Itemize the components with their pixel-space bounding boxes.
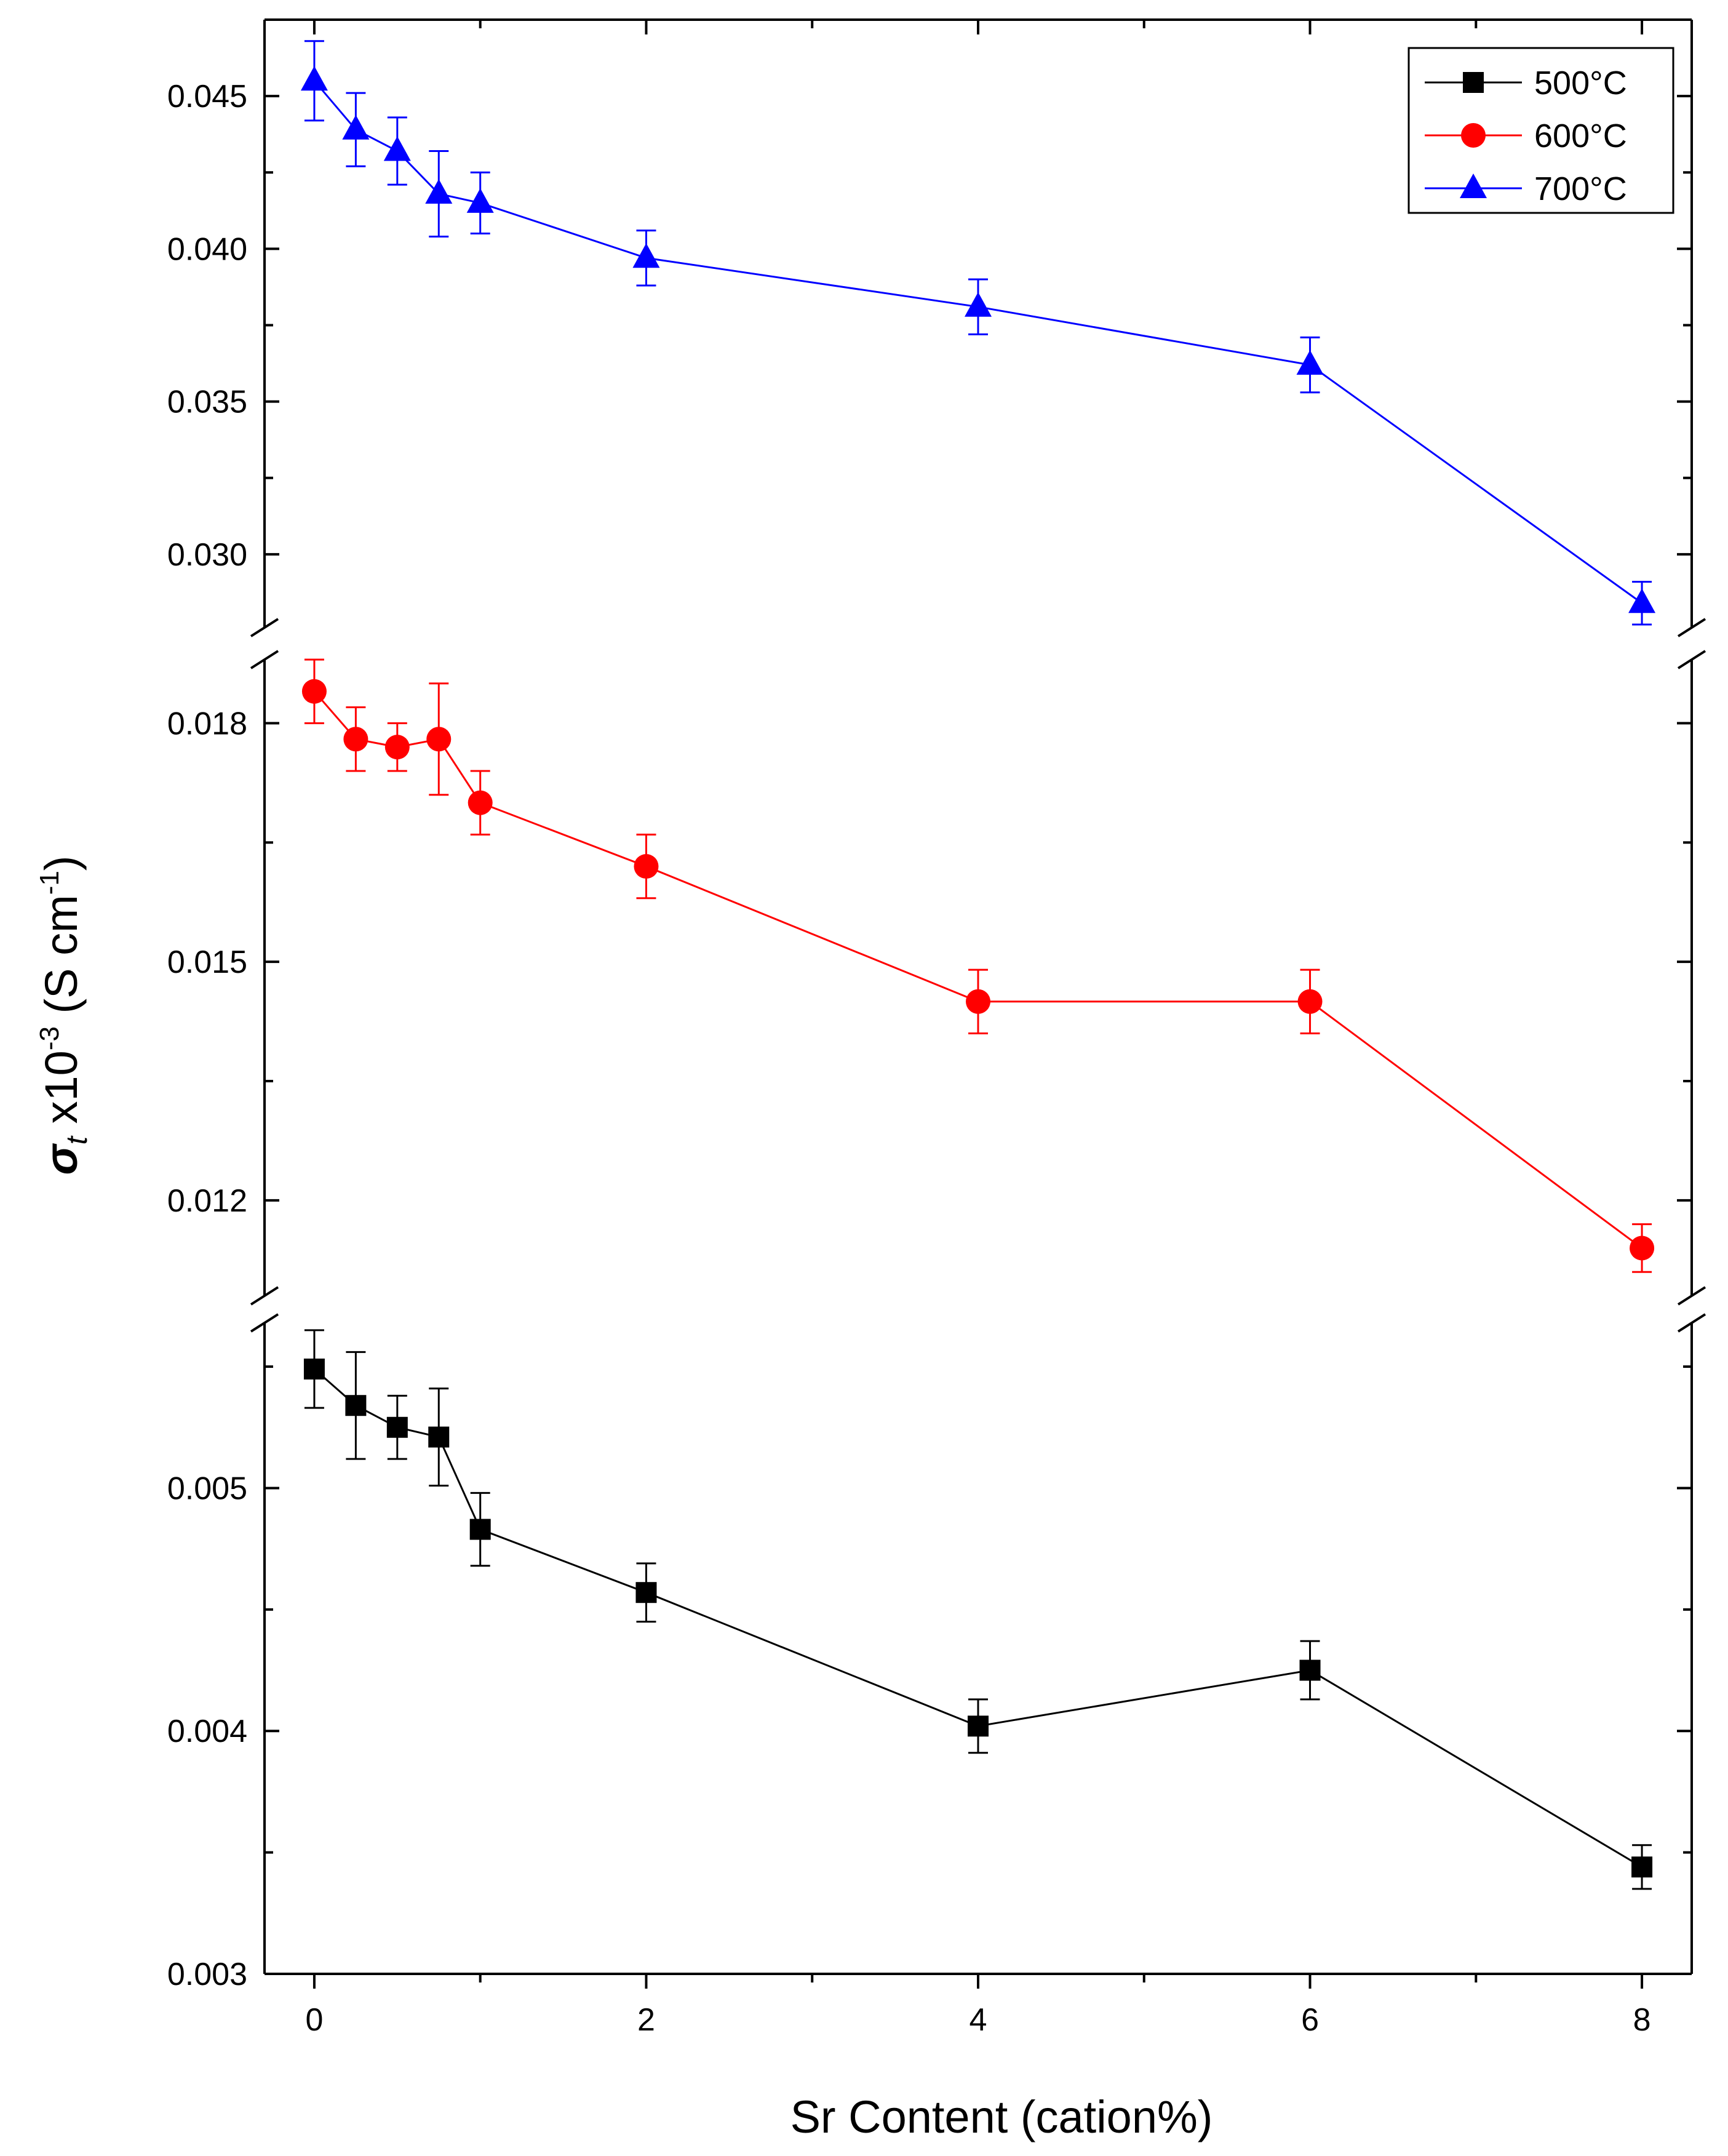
legend-box (1407, 47, 1674, 214)
data-point (428, 1426, 450, 1448)
axis-break-mark (250, 618, 279, 637)
legend-marker (1463, 72, 1484, 93)
y-tick-label: 0.012 (167, 1183, 247, 1219)
data-point (966, 989, 990, 1014)
data-point (1630, 1236, 1655, 1261)
y-tick-label: 0.003 (167, 1957, 247, 1992)
data-point (342, 114, 370, 140)
y-tick-label: 0.035 (167, 385, 247, 420)
axis-break-mark (1677, 618, 1706, 637)
y-axis-title: σt x10-3 (S cm-1) (34, 856, 94, 1175)
data-point (383, 136, 411, 161)
data-point (968, 1715, 989, 1737)
data-point (386, 1416, 408, 1438)
y-axis-exponent-1: -3 (34, 1026, 65, 1050)
data-point (1631, 1856, 1653, 1878)
y-tick-label: 0.004 (167, 1714, 247, 1749)
y-axis-exponent-2: -1 (34, 871, 65, 895)
axis-break-mark (1677, 1313, 1706, 1333)
plot-series (300, 40, 1656, 1890)
data-point (345, 1395, 367, 1416)
y-tick-label: 0.045 (167, 79, 247, 114)
x-tick-label: 0 (305, 2002, 323, 2038)
axis-break-mark (1677, 1286, 1706, 1306)
legend-label: 700°C (1534, 170, 1627, 207)
data-point (425, 178, 453, 204)
series-line (313, 1368, 1642, 1868)
y-tick-label: 0.040 (167, 231, 247, 267)
data-point (426, 727, 452, 752)
data-point (632, 243, 660, 268)
y-tick-label: 0.030 (167, 537, 247, 573)
y-axis-close: ) (36, 856, 87, 871)
x-tick-label: 6 (1301, 2002, 1319, 2038)
data-point (384, 735, 410, 760)
data-point (300, 66, 328, 91)
y-axis-sigma: σ (36, 1143, 87, 1175)
data-point (1297, 989, 1323, 1014)
data-point (466, 188, 494, 213)
legend-marker (1460, 174, 1487, 198)
y-tick-label: 0.015 (167, 944, 247, 980)
data-point (468, 790, 493, 815)
axis-break-mark (250, 1286, 279, 1306)
legend-marker (1461, 123, 1486, 148)
x-axis-title: Sr Content (cation%) (790, 2091, 1213, 2142)
data-point (1296, 350, 1324, 375)
y-tick-label: 0.005 (167, 1471, 247, 1506)
y-axis-times: x10 (36, 1050, 87, 1136)
x-tick-label: 4 (970, 2002, 987, 2038)
y-axis-unit: (S cm (36, 895, 87, 1026)
data-point (301, 679, 327, 704)
legend: 500°C 600°C 700°C (1407, 47, 1674, 214)
axis-break-mark (250, 650, 279, 669)
x-tick-label: 2 (637, 2002, 655, 2038)
legend-label: 500°C (1534, 65, 1627, 102)
data-point (1628, 588, 1656, 613)
y-tick-label: 0.018 (167, 706, 247, 741)
plot-frame: 0 2 4 6 8 0.030 0.035 0.040 0.045 0.012 0.015 0.018… (167, 18, 1706, 2038)
data-point (469, 1519, 491, 1540)
y-axis-subscript: t (61, 1135, 94, 1144)
legend-label: 600°C (1534, 118, 1627, 154)
data-point (343, 727, 368, 752)
x-tick-label: 8 (1633, 2002, 1651, 2038)
data-point (1299, 1659, 1321, 1681)
data-point (303, 1359, 325, 1380)
axis-break-mark (1677, 650, 1706, 669)
data-point (965, 292, 992, 317)
data-point (635, 1582, 657, 1603)
axis-break-mark (250, 1313, 279, 1333)
data-point (634, 854, 659, 879)
